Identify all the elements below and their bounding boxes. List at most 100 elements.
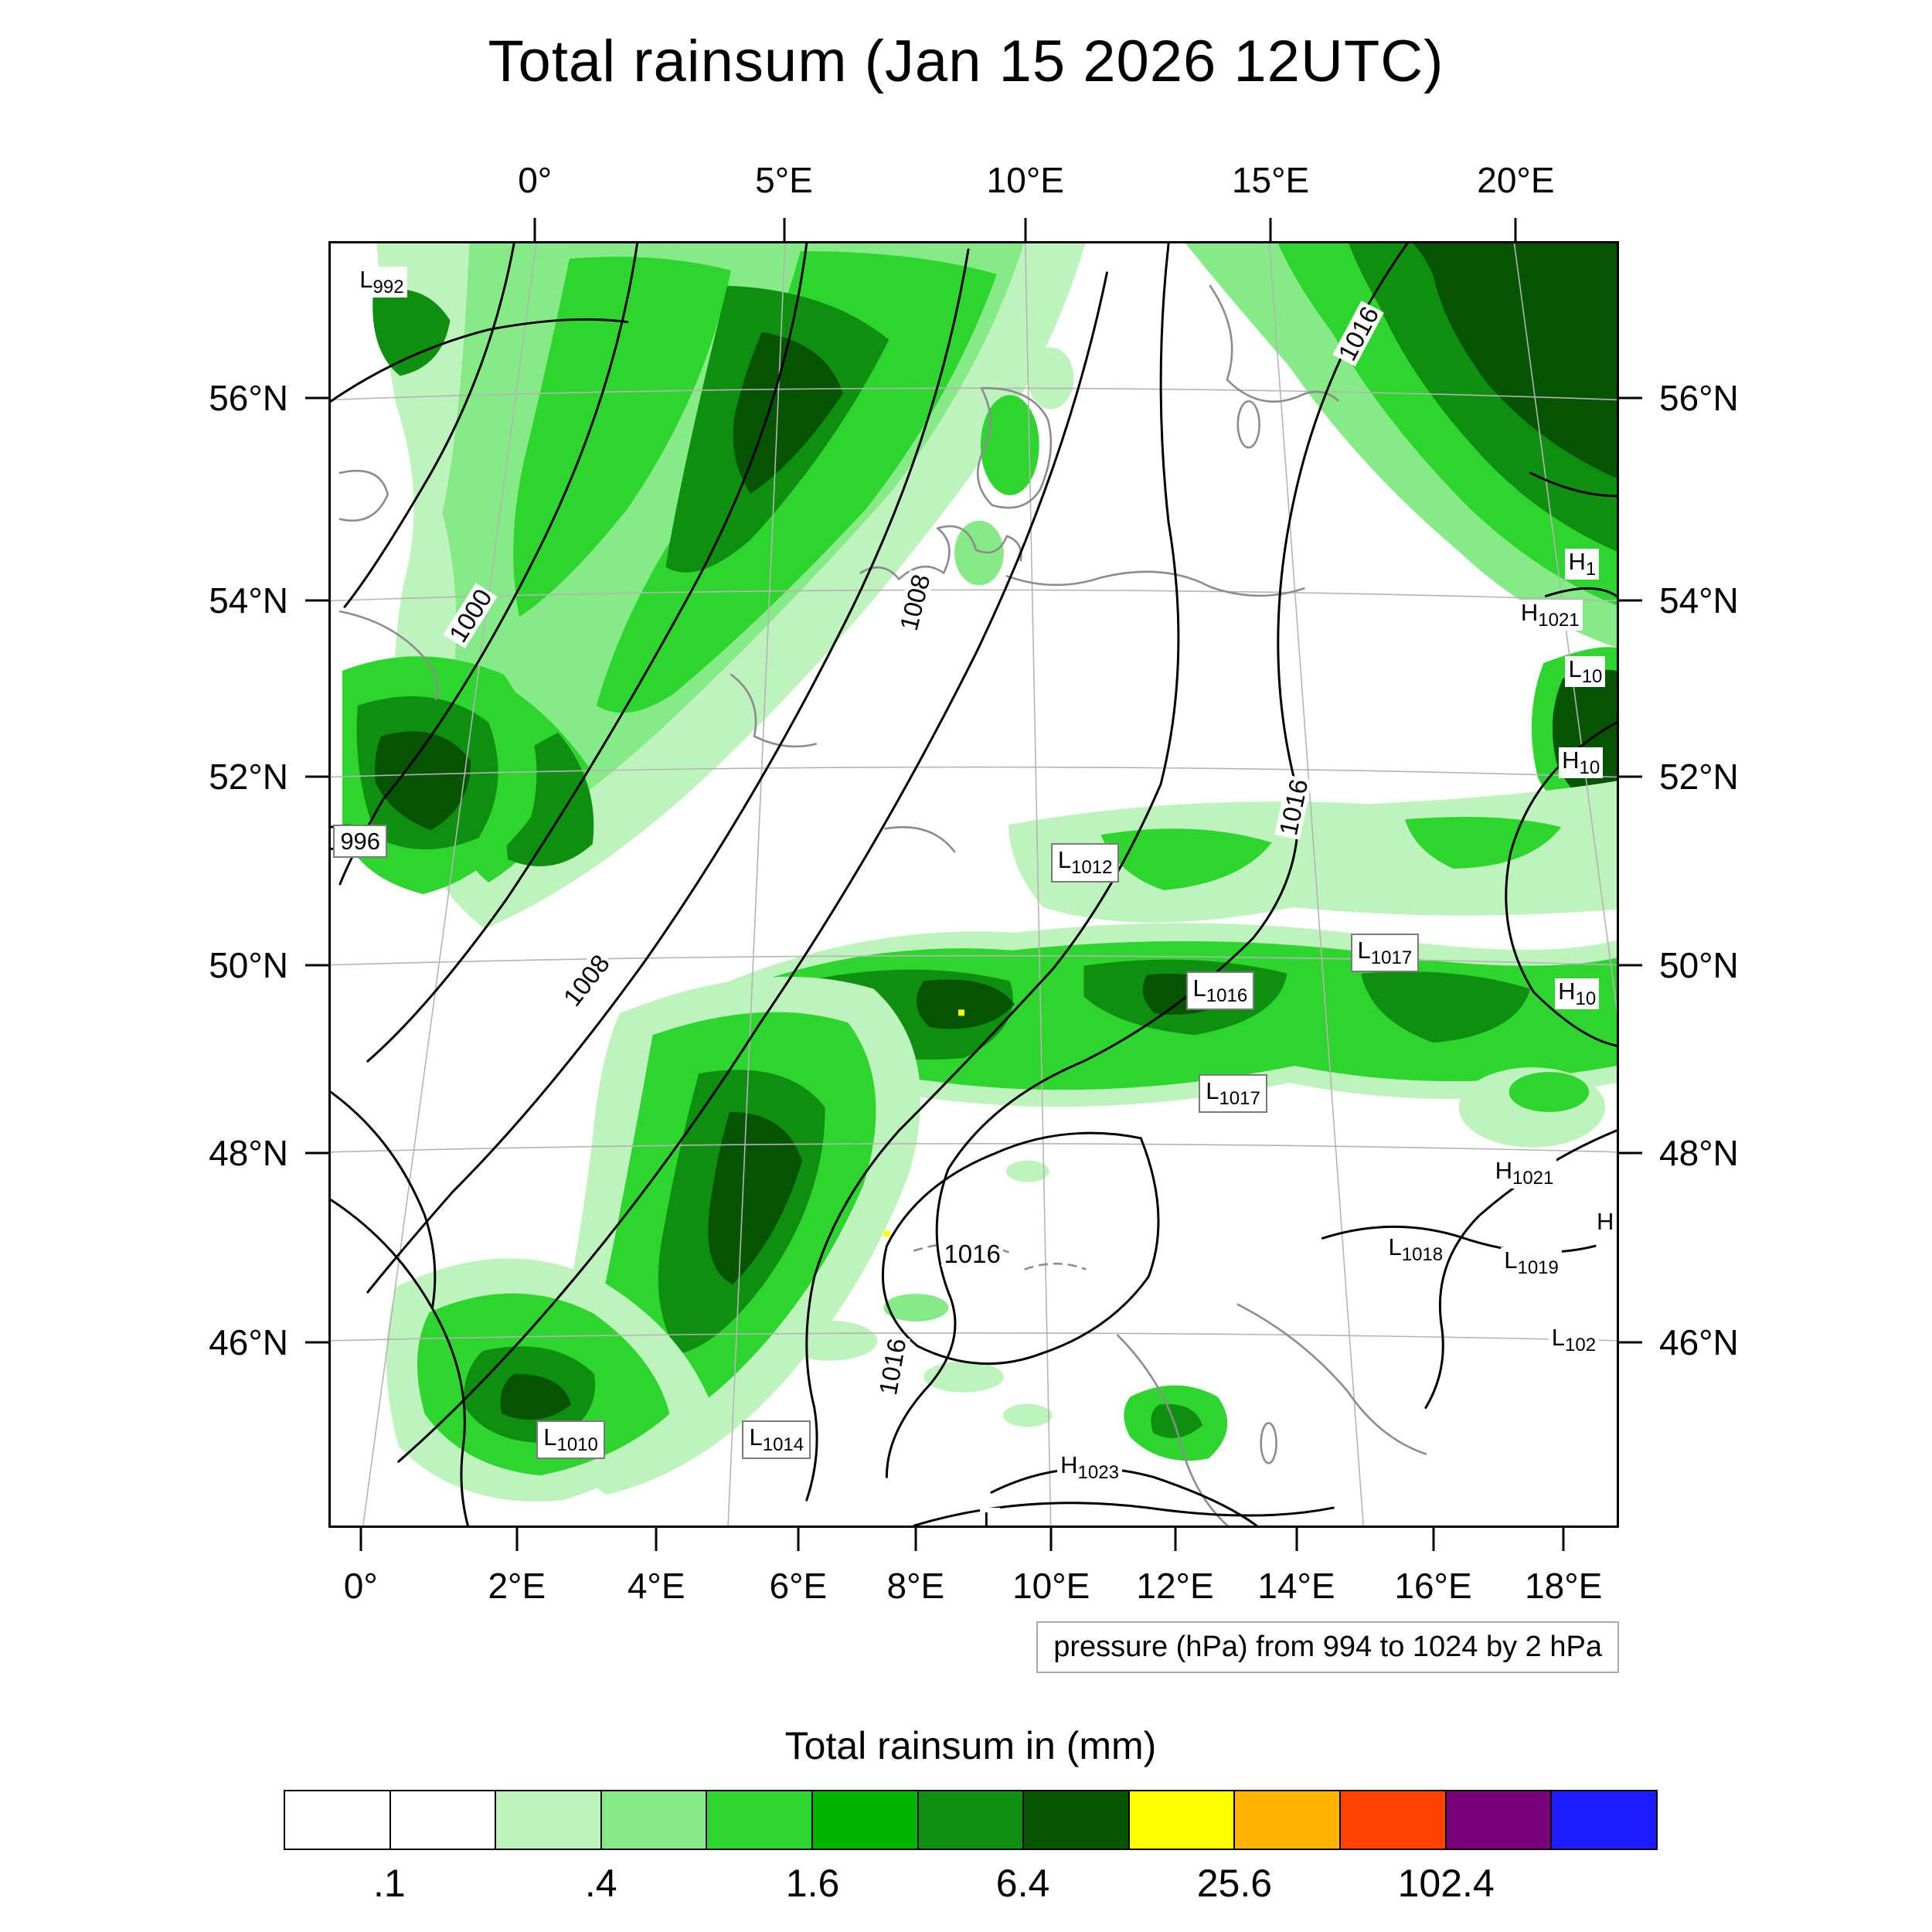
- colorbar-tick-label: 102.4: [1397, 1862, 1495, 1905]
- colorbar-cell: [1024, 1791, 1130, 1849]
- axis-label: 56°N: [1659, 378, 1739, 419]
- colorbar-tick-label: 25.6: [1196, 1862, 1273, 1905]
- pressure-letter: H: [1495, 1156, 1512, 1184]
- pressure-label: L10: [1565, 656, 1606, 688]
- pressure-label: L1018: [1385, 1233, 1447, 1266]
- axis-label: 50°N: [1659, 945, 1739, 986]
- colorbar-ticks: .1 .4 1.6 6.4 25.6 102.4: [284, 1861, 1658, 1910]
- axis-label: 50°N: [209, 945, 288, 986]
- colorbar: [284, 1790, 1658, 1850]
- axis-label: 6°E: [769, 1566, 828, 1606]
- pressure-letter: 1008: [557, 949, 616, 1012]
- tick-mark: [533, 218, 536, 241]
- axis-label: 14°E: [1257, 1566, 1335, 1606]
- axis-top: 0° 5°E 10°E 15°E 20°E: [328, 144, 1619, 241]
- tick-mark: [1432, 1528, 1435, 1551]
- tick-mark: [655, 1528, 658, 1551]
- tick-mark: [515, 1528, 519, 1551]
- axis-label: 10°E: [986, 160, 1064, 200]
- axis-label: 8°E: [886, 1566, 945, 1606]
- axis-label: 46°N: [1659, 1322, 1739, 1363]
- pressure-letter: 1016: [873, 1335, 912, 1397]
- pressure-letter: L: [983, 1506, 997, 1528]
- pressure-label: L992: [356, 265, 407, 298]
- pressure-letter: H: [1597, 1208, 1614, 1236]
- axis-left: 56°N 54°N 52°N 50°N 48°N 46°N: [100, 241, 328, 1528]
- pressure-letter: H: [1520, 599, 1539, 627]
- pressure-labels-layer: L992 1000 1008 996 1008 L1012 1016 1016 L1016 L10…: [331, 243, 1617, 1526]
- pressure-value: 10: [1575, 988, 1597, 1009]
- pressure-value: 1: [1585, 559, 1597, 580]
- tick-mark: [1619, 599, 1642, 602]
- pressure-label: 1008: [893, 569, 935, 635]
- pressure-label: H10: [1559, 747, 1604, 779]
- pressure-letter: 1016: [1274, 777, 1314, 838]
- pressure-letter: 1016: [1332, 301, 1384, 366]
- axis-label: 4°E: [627, 1566, 685, 1606]
- axis-label: 56°N: [209, 378, 288, 419]
- pressure-letter: 996: [340, 827, 381, 855]
- colorbar-cell: [1235, 1791, 1342, 1849]
- axis-label: 0°: [518, 160, 553, 200]
- colorbar-cell: [813, 1791, 919, 1849]
- colorbar-cell: [496, 1791, 602, 1849]
- pressure-label: H10: [1555, 977, 1600, 1009]
- tick-mark: [1619, 396, 1642, 400]
- tick-mark: [1174, 1528, 1177, 1551]
- colorbar-cell: [601, 1791, 708, 1849]
- pressure-letter: L: [1388, 1233, 1402, 1261]
- tick-mark: [305, 1341, 328, 1344]
- pressure-value: 1017: [1219, 1088, 1260, 1110]
- colorbar-cell: [1341, 1791, 1447, 1849]
- tick-mark: [305, 599, 328, 602]
- pressure-value: 1014: [762, 1434, 804, 1456]
- pressure-label: L1017: [1199, 1074, 1267, 1114]
- pressure-label: L1010: [536, 1420, 605, 1460]
- axis-label: 54°N: [209, 580, 288, 621]
- colorbar-cell: [390, 1791, 497, 1849]
- colorbar-tick-label: 1.6: [785, 1862, 840, 1905]
- colorbar-tick-label: .4: [584, 1862, 617, 1905]
- axis-label: 46°N: [209, 1322, 288, 1363]
- tick-mark: [305, 775, 328, 778]
- axis-label: 54°N: [1659, 580, 1739, 621]
- rain-field-layer: [342, 243, 1617, 1502]
- pressure-letter: L: [1504, 1246, 1518, 1274]
- pressure-label: 1008: [557, 948, 616, 1013]
- tick-mark: [797, 1528, 800, 1551]
- pressure-label: L1016: [1185, 971, 1255, 1011]
- axis-label: 18°E: [1525, 1566, 1603, 1606]
- axis-label: 0°: [343, 1566, 378, 1606]
- pressure-value: 1012: [1071, 857, 1113, 879]
- pressure-letter: H: [1558, 977, 1576, 1005]
- tick-mark: [305, 964, 328, 967]
- colorbar-tick-label: 6.4: [995, 1862, 1050, 1905]
- pressure-letter: L: [359, 265, 373, 293]
- pressure-letter: L: [1357, 936, 1371, 964]
- map-canvas: [331, 243, 1617, 1526]
- pressure-letter: L: [543, 1423, 557, 1451]
- tick-mark: [783, 218, 785, 241]
- pressure-label: L1017: [1350, 933, 1420, 972]
- pressure-label: L102: [1548, 1323, 1600, 1355]
- axis-label: 48°N: [1659, 1133, 1739, 1174]
- pressure-value: 1018: [1401, 1244, 1444, 1266]
- pressure-letter: L: [1551, 1323, 1566, 1351]
- tick-mark: [1562, 1528, 1565, 1551]
- tick-mark: [359, 1528, 362, 1551]
- tick-mark: [1619, 1151, 1642, 1155]
- tick-mark: [1514, 218, 1517, 241]
- colorbar-tick-label: .1: [373, 1862, 406, 1905]
- axis-label: 15°E: [1231, 160, 1310, 200]
- pressure-label: 996: [333, 824, 388, 858]
- pressure-value: 1016: [1206, 985, 1248, 1007]
- pressure-label: H1: [1565, 548, 1600, 580]
- axis-label: 12°E: [1136, 1566, 1214, 1606]
- pressure-letter: L: [749, 1423, 763, 1451]
- pressure-value: 10: [1581, 666, 1603, 688]
- pressure-value: 992: [372, 277, 404, 298]
- tick-mark: [1619, 1341, 1642, 1344]
- tick-mark: [1619, 775, 1642, 778]
- tick-mark: [1619, 964, 1642, 967]
- pressure-label: L: [980, 1506, 1000, 1528]
